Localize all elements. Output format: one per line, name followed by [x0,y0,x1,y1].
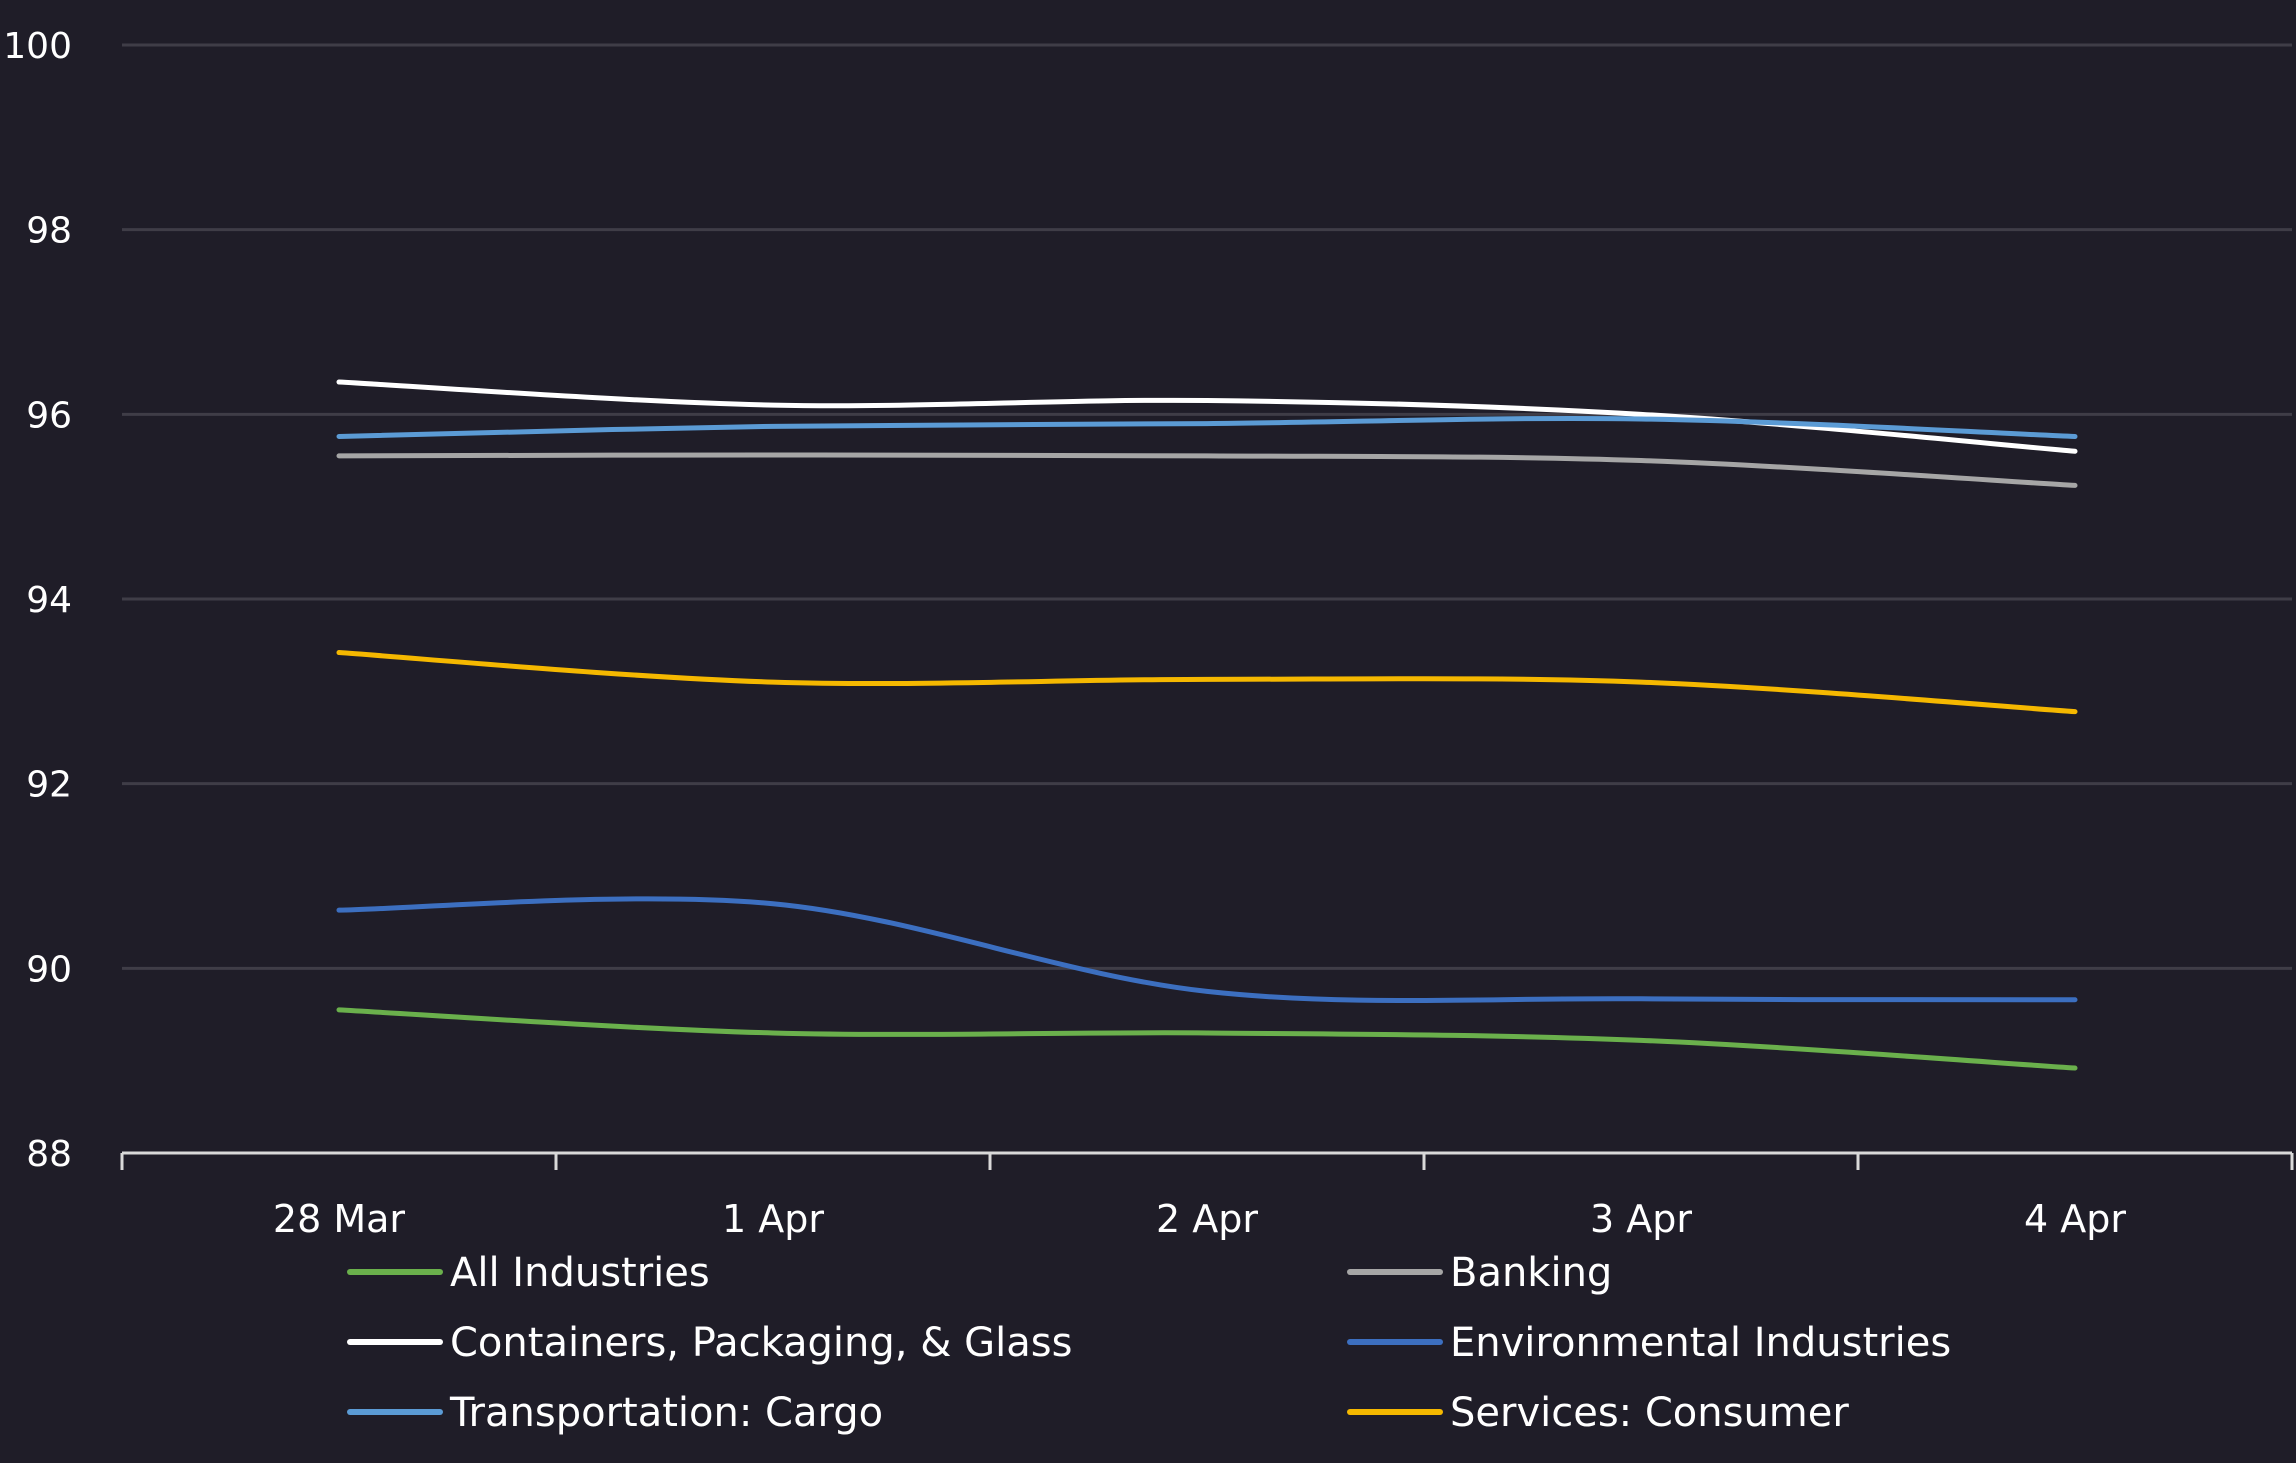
legend-item-transportation-cargo: Transportation: Cargo [347,1390,883,1436]
legend-item-environmental-industries: Environmental Industries [1347,1320,1951,1366]
series-line-transportation-cargo [336,415,2078,439]
y-tick-label: 98 [26,211,72,252]
series-line-services-consumer [336,650,2078,715]
y-axis-ticks: 100 98 96 94 92 90 88 [3,26,72,1175]
y-tick-label: 88 [26,1134,72,1175]
legend-label: Services: Consumer [1450,1390,1849,1436]
legend-label: Banking [1450,1250,1612,1296]
x-tick-label: 2 Apr [1156,1197,1258,1241]
x-axis: 28 Mar 1 Apr 2 Apr 3 Apr 4 Apr [120,1151,2294,1241]
legend: All Industries Banking Containers, Packagi… [347,1250,1951,1436]
x-tick-label: 4 Apr [2024,1197,2126,1241]
gridlines [122,43,2292,970]
legend-label: Containers, Packaging, & Glass [450,1320,1072,1366]
legend-label: Transportation: Cargo [449,1390,883,1436]
y-tick-label: 90 [26,949,72,990]
y-tick-label: 92 [26,765,72,806]
x-tick-label: 28 Mar [273,1197,406,1241]
series-lines [336,379,2078,1071]
y-tick-label: 100 [3,26,72,67]
legend-label: All Industries [450,1250,710,1296]
legend-item-all-industries: All Industries [347,1250,710,1296]
legend-item-banking: Banking [1347,1250,1612,1296]
series-line-banking [336,452,2078,488]
series-line-containers-packaging-glass [336,379,2078,454]
legend-item-services-consumer: Services: Consumer [1347,1390,1849,1436]
series-line-all-industries [336,1007,2078,1071]
legend-item-containers-packaging-glass: Containers, Packaging, & Glass [347,1320,1072,1366]
series-line-environmental-industries [336,896,2078,1004]
legend-label: Environmental Industries [1450,1320,1951,1366]
x-tick-label: 1 Apr [722,1197,824,1241]
y-tick-label: 96 [26,395,72,436]
y-tick-label: 94 [26,580,72,621]
x-tick-label: 3 Apr [1590,1197,1692,1241]
